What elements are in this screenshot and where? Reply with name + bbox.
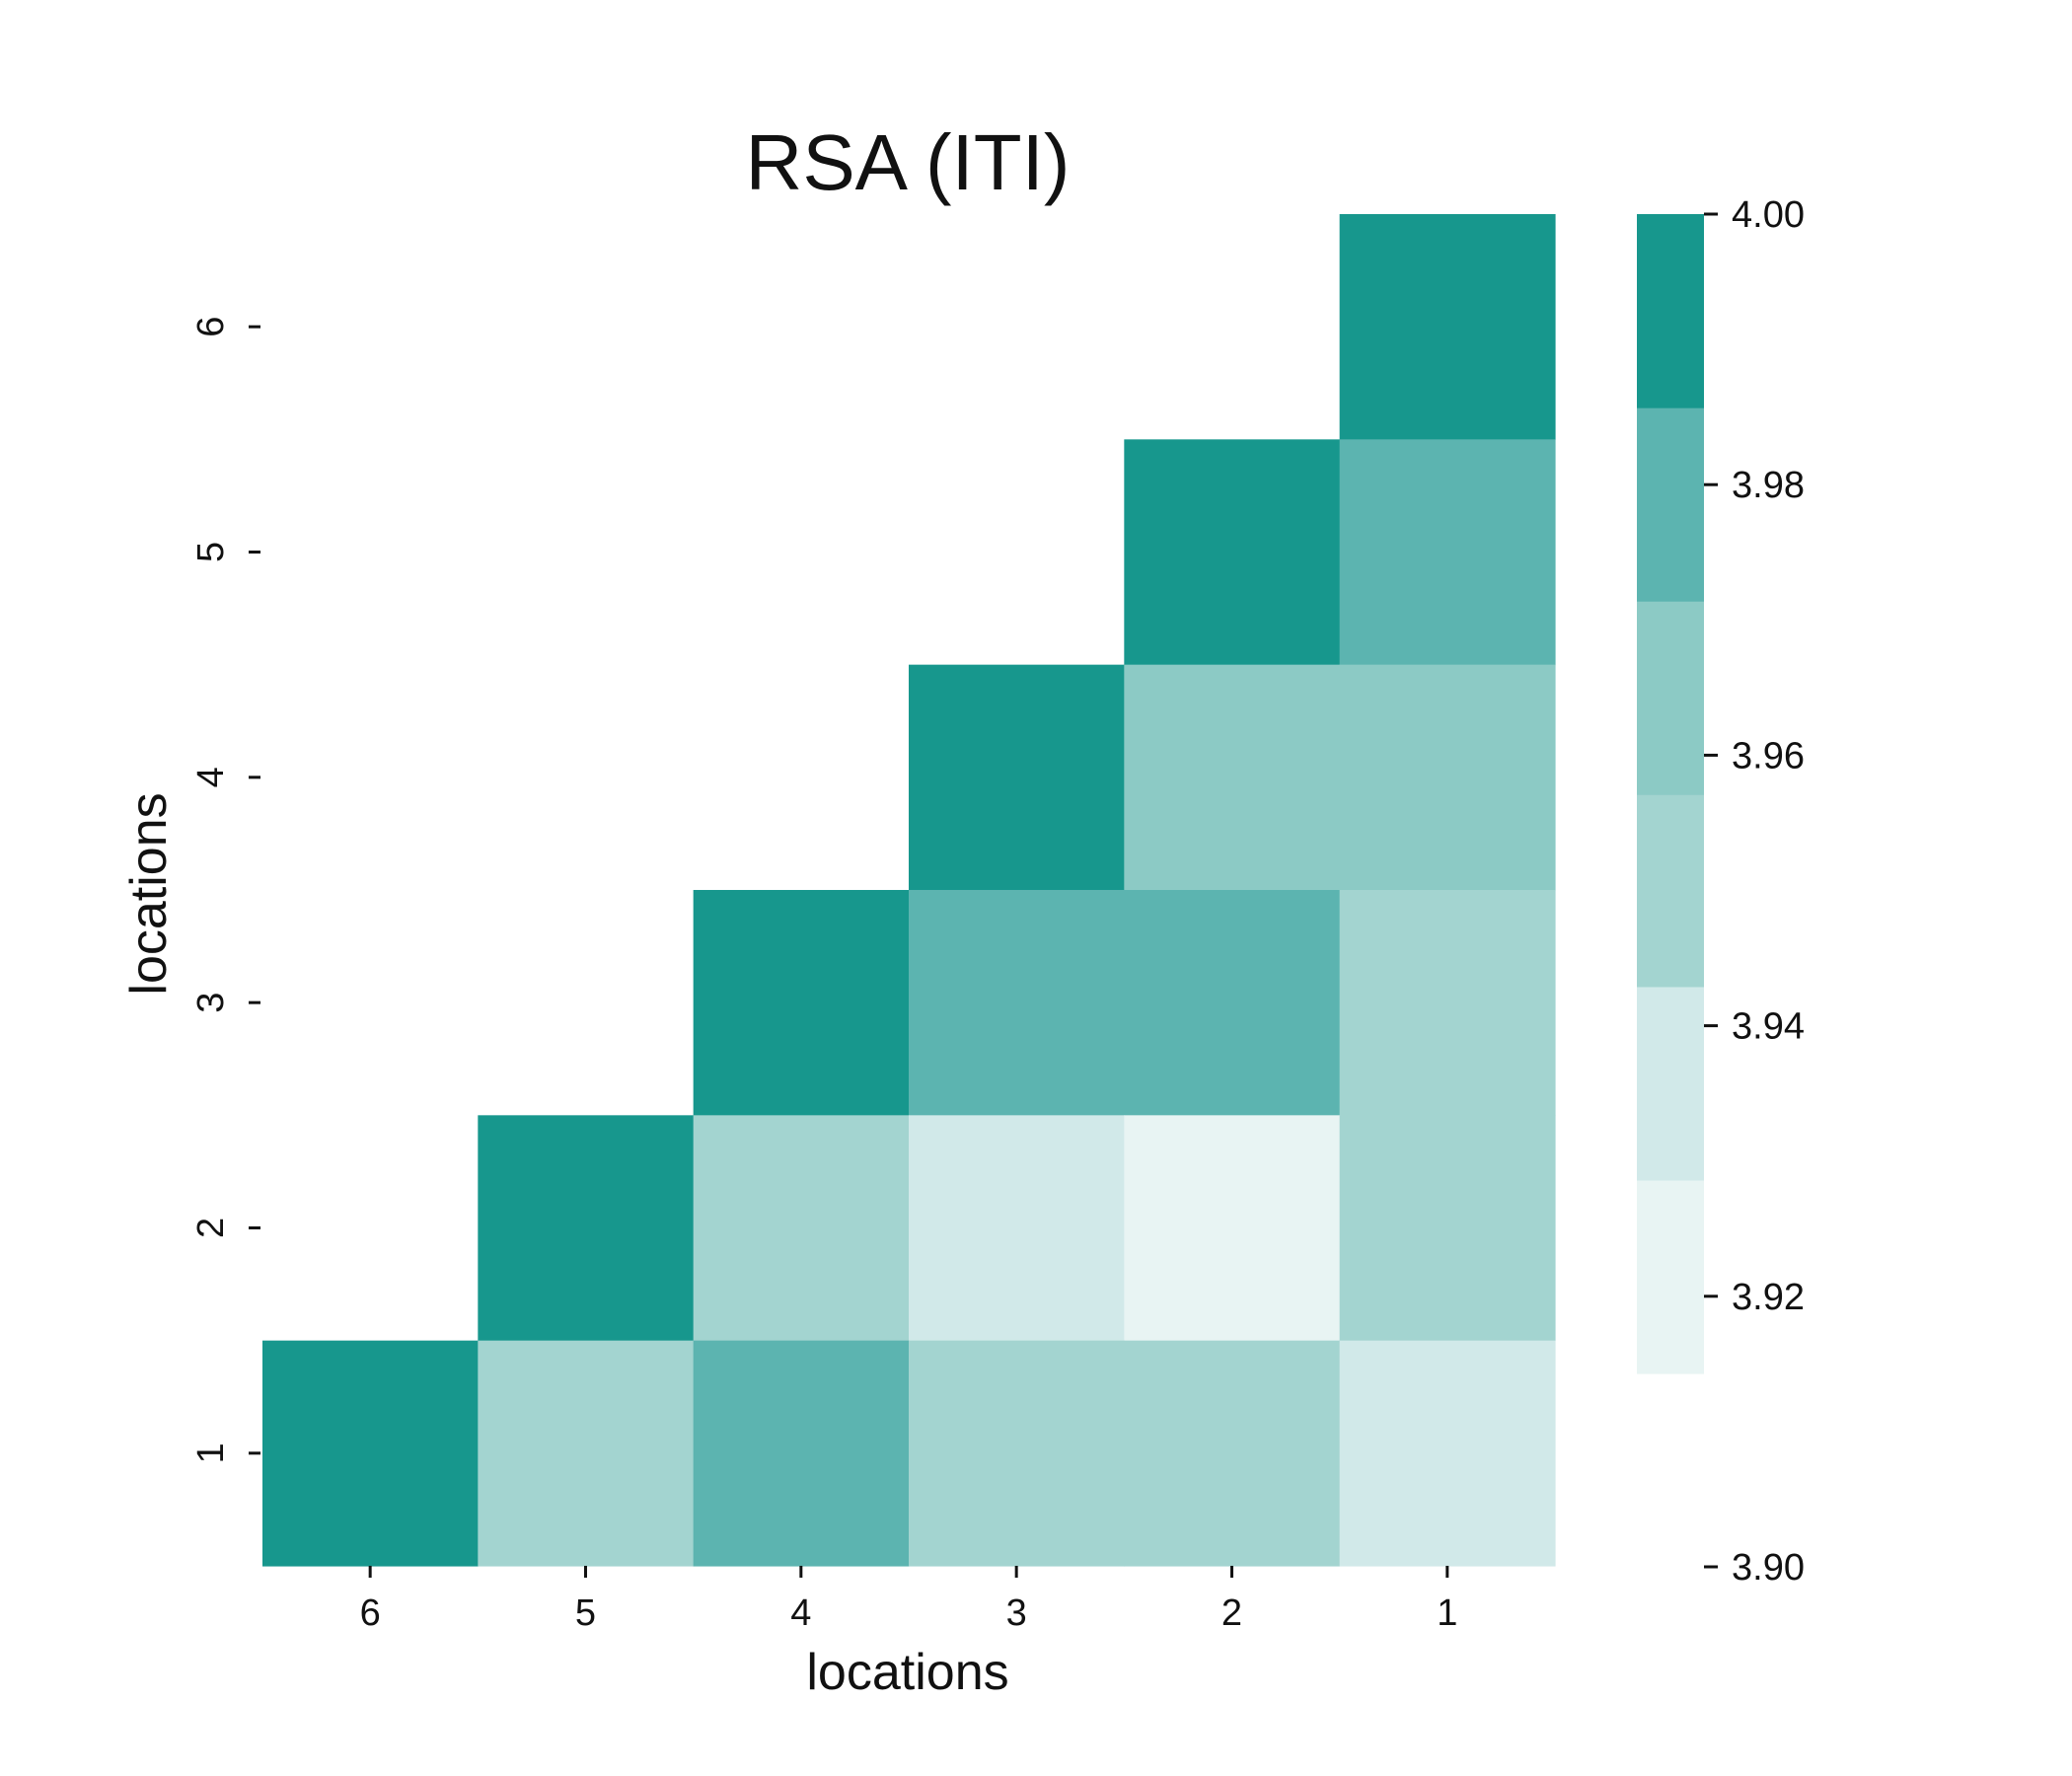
y-axis-label: locations: [120, 792, 178, 995]
heatmap-cell-1-4: [693, 1340, 910, 1567]
colorbar-bin: [1637, 601, 1704, 795]
colorbar-bin: [1637, 407, 1704, 602]
colorbar-tick-label: 3.90: [1732, 1547, 1805, 1589]
heatmap-cell-3-4: [693, 889, 910, 1116]
colorbar-tick-label: 3.94: [1732, 1006, 1805, 1048]
colorbar-tick-label: 3.98: [1732, 465, 1805, 506]
x-tick-label: 2: [1221, 1592, 1242, 1634]
heatmap-cell-2-1: [1339, 1115, 1556, 1342]
y-tick-label: 2: [190, 1218, 232, 1238]
x-tick-label: 5: [575, 1592, 596, 1634]
heatmap-cell-6-1: [1339, 214, 1556, 440]
x-tick-label: 3: [1006, 1592, 1027, 1634]
x-tick-label: 1: [1437, 1592, 1457, 1634]
x-axis-ticks: 6 5 4 3 2 1: [360, 1565, 1457, 1634]
heatmap-cell-4-2: [1124, 664, 1341, 891]
heatmap-cell-3-3: [908, 889, 1125, 1116]
x-tick-label: 6: [360, 1592, 381, 1634]
colorbar-tick-label: 3.96: [1732, 735, 1805, 777]
heatmap-cell-5-1: [1339, 439, 1556, 666]
heatmap-cell-4-1: [1339, 664, 1556, 891]
chart-title: RSA (ITI): [746, 118, 1071, 206]
x-tick-label: 4: [790, 1592, 811, 1634]
heatmap-cell-2-3: [908, 1115, 1125, 1342]
heatmap-cell-4-3: [908, 664, 1125, 891]
colorbar: [1637, 214, 1704, 1374]
y-tick-label: 6: [190, 317, 232, 337]
heatmap-cell-2-2: [1124, 1115, 1341, 1342]
heatmap-cell-2-4: [693, 1115, 910, 1342]
heatmap-cell-3-1: [1339, 889, 1556, 1116]
x-axis-label: locations: [806, 1644, 1008, 1701]
colorbar-bin: [1637, 1179, 1704, 1374]
y-tick-label: 5: [190, 542, 232, 562]
colorbar-tick-label: 3.92: [1732, 1277, 1805, 1318]
colorbar-ticks: 4.00 3.98 3.96 3.94 3.92 3.90: [1704, 194, 1805, 1589]
y-tick-label: 1: [190, 1443, 232, 1463]
heatmap-cell-1-2: [1124, 1340, 1341, 1567]
heatmap-cell-2-5: [478, 1115, 695, 1342]
heatmap-cell-1-1: [1339, 1340, 1556, 1567]
colorbar-bin: [1637, 794, 1704, 988]
colorbar-bin: [1637, 214, 1704, 408]
heatmap-cell-1-3: [908, 1340, 1125, 1567]
colorbar-bin: [1637, 986, 1704, 1181]
y-axis-ticks: 6 5 4 3 2 1: [190, 317, 260, 1463]
heatmap-cell-1-5: [478, 1340, 695, 1567]
heatmap-cell-1-6: [262, 1340, 479, 1567]
colorbar-tick-label: 4.00: [1732, 194, 1805, 236]
heatmap-cell-5-2: [1124, 439, 1341, 666]
heatmap-cell-3-2: [1124, 889, 1341, 1116]
y-tick-label: 3: [190, 993, 232, 1013]
y-tick-label: 4: [190, 767, 232, 787]
heatmap-cells: [262, 214, 1556, 1567]
